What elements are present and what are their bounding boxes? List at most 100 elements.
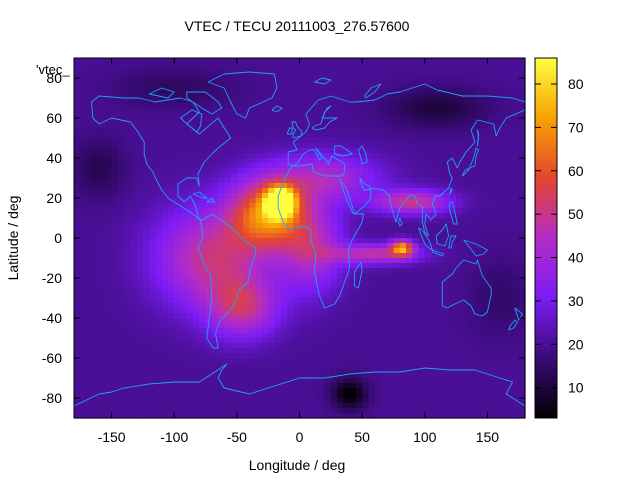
heatmap-cell bbox=[99, 403, 106, 409]
heatmap-cell bbox=[243, 158, 250, 164]
heatmap-cell bbox=[274, 383, 282, 389]
heatmap-cell bbox=[117, 238, 125, 244]
heatmap-cell bbox=[124, 63, 131, 69]
heatmap-cell bbox=[312, 373, 319, 379]
heatmap-cell bbox=[299, 353, 307, 359]
heatmap-cell bbox=[155, 163, 163, 169]
heatmap-cell bbox=[155, 158, 163, 164]
heatmap-cell bbox=[462, 328, 470, 334]
heatmap-cell bbox=[330, 243, 338, 249]
heatmap-cell bbox=[468, 83, 476, 89]
heatmap-cell bbox=[362, 223, 369, 229]
heatmap-cell bbox=[456, 238, 463, 244]
heatmap-cell bbox=[299, 258, 307, 264]
heatmap-cell bbox=[449, 163, 457, 169]
heatmap-cell bbox=[305, 193, 313, 199]
heatmap-cell bbox=[111, 248, 119, 254]
heatmap-cell bbox=[330, 113, 338, 119]
heatmap-cell bbox=[111, 283, 119, 289]
heatmap-cell bbox=[167, 128, 175, 134]
heatmap-cell bbox=[218, 163, 225, 169]
heatmap-cell bbox=[86, 68, 94, 74]
heatmap-cell bbox=[268, 338, 276, 344]
heatmap-cell bbox=[249, 113, 257, 119]
heatmap-cell bbox=[99, 138, 106, 144]
heatmap-cell bbox=[506, 183, 514, 189]
heatmap-cell bbox=[437, 208, 445, 214]
heatmap-cell bbox=[86, 153, 94, 159]
heatmap-cell bbox=[167, 358, 175, 364]
heatmap-cell bbox=[92, 223, 100, 229]
heatmap-cell bbox=[412, 268, 420, 274]
heatmap-cell bbox=[174, 378, 182, 384]
heatmap-cell bbox=[111, 373, 119, 379]
heatmap-cell bbox=[155, 83, 163, 89]
heatmap-cell bbox=[337, 318, 344, 324]
heatmap-cell bbox=[399, 143, 407, 149]
heatmap-cell bbox=[474, 108, 482, 114]
heatmap-cell bbox=[499, 358, 507, 364]
heatmap-cell bbox=[211, 333, 219, 339]
heatmap-cell bbox=[412, 188, 420, 194]
heatmap-cell bbox=[186, 183, 194, 189]
heatmap-cell bbox=[280, 98, 288, 104]
heatmap-cell bbox=[355, 378, 363, 384]
heatmap-cell bbox=[374, 168, 382, 174]
heatmap-cell bbox=[218, 388, 225, 394]
heatmap-cell bbox=[312, 223, 319, 229]
heatmap-cell bbox=[174, 368, 182, 374]
heatmap-cell bbox=[174, 228, 182, 234]
heatmap-cell bbox=[412, 368, 420, 374]
heatmap-cell bbox=[355, 273, 363, 279]
heatmap-cell bbox=[193, 83, 200, 89]
heatmap-cell bbox=[318, 248, 326, 254]
heatmap-cell bbox=[255, 378, 263, 384]
heatmap-cell bbox=[474, 278, 482, 284]
heatmap-cell bbox=[286, 298, 294, 304]
heatmap-cell bbox=[293, 128, 301, 134]
heatmap-cell bbox=[437, 98, 445, 104]
heatmap-cell bbox=[305, 203, 313, 209]
heatmap-cell bbox=[487, 348, 495, 354]
heatmap-cell bbox=[437, 393, 445, 399]
heatmap-cell bbox=[74, 378, 81, 384]
heatmap-cell bbox=[506, 138, 514, 144]
heatmap-cell bbox=[349, 338, 357, 344]
heatmap-cell bbox=[105, 278, 113, 284]
heatmap-cell bbox=[280, 63, 288, 69]
heatmap-cell bbox=[318, 78, 326, 84]
heatmap-cell bbox=[111, 103, 119, 109]
heatmap-cell bbox=[437, 203, 445, 209]
heatmap-cell bbox=[449, 293, 457, 299]
heatmap-cell bbox=[443, 323, 451, 329]
heatmap-cell bbox=[117, 183, 125, 189]
heatmap-cell bbox=[481, 353, 489, 359]
heatmap-cell bbox=[337, 128, 344, 134]
heatmap-cell bbox=[161, 318, 169, 324]
heatmap-cell bbox=[374, 103, 382, 109]
heatmap-cell bbox=[117, 168, 125, 174]
heatmap-cell bbox=[493, 333, 501, 339]
heatmap-cell bbox=[155, 263, 163, 269]
heatmap-cell bbox=[424, 153, 432, 159]
heatmap-cell bbox=[80, 288, 88, 294]
heatmap-cell bbox=[324, 63, 332, 69]
heatmap-cell bbox=[330, 103, 338, 109]
heatmap-cell bbox=[218, 198, 225, 204]
heatmap-cell bbox=[86, 353, 94, 359]
heatmap-cell bbox=[299, 98, 307, 104]
heatmap-cell bbox=[74, 213, 81, 219]
heatmap-cell bbox=[424, 393, 432, 399]
heatmap-cell bbox=[99, 158, 106, 164]
heatmap-cell bbox=[117, 228, 125, 234]
heatmap-cell bbox=[499, 188, 507, 194]
heatmap-cell bbox=[362, 288, 369, 294]
heatmap-cell bbox=[405, 153, 413, 159]
heatmap-cell bbox=[387, 193, 395, 199]
heatmap-cell bbox=[374, 398, 382, 404]
heatmap-cell bbox=[99, 323, 106, 329]
heatmap-cell bbox=[487, 93, 495, 99]
heatmap-cell bbox=[499, 353, 507, 359]
heatmap-cell bbox=[111, 73, 119, 79]
heatmap-cell bbox=[180, 63, 188, 69]
